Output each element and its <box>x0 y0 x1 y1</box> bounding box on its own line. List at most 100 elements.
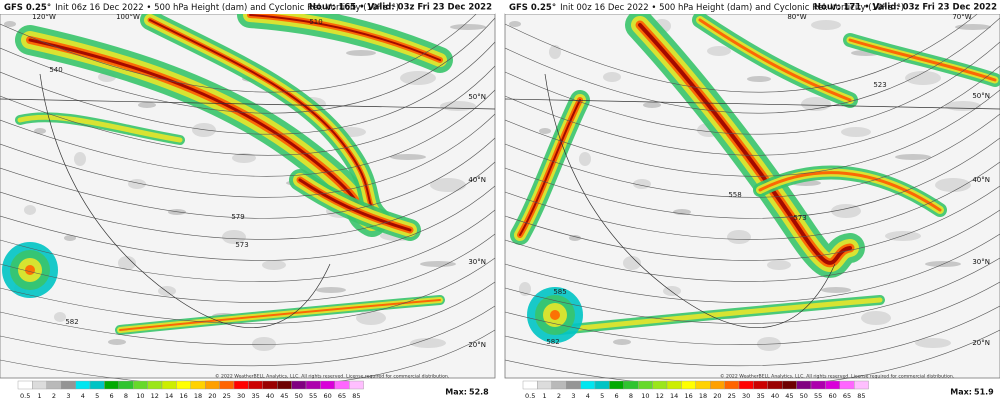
colorbar-label: 0.5 <box>525 392 535 400</box>
contour-label: 573 <box>235 241 248 249</box>
vorticity-patch <box>430 178 466 192</box>
vorticity-patch <box>24 205 36 215</box>
colorbar-label: 30 <box>237 392 245 400</box>
height-contour <box>504 137 1000 219</box>
colorbar-swatch <box>161 380 177 390</box>
colorbar-label: 35 <box>251 392 259 400</box>
colorbar-swatch <box>854 380 869 390</box>
contour-label: 573 <box>793 214 806 222</box>
vorticity-patch <box>539 128 551 134</box>
vorticity-patch <box>623 256 641 270</box>
height-contour <box>0 65 496 156</box>
coastline <box>544 73 836 328</box>
height-contour <box>504 113 1000 198</box>
vorticity-band <box>848 38 997 82</box>
vorticity-patch <box>54 312 66 322</box>
latitude-label: 50°N <box>972 92 990 100</box>
colorbar-label: 18 <box>194 392 202 400</box>
vorticity-band <box>249 14 441 61</box>
vorticity-patch <box>346 50 376 56</box>
vorticity-patch <box>420 261 456 267</box>
latitude-label: 20°N <box>972 339 990 347</box>
vorticity-patch <box>410 338 446 348</box>
colorbar-label: 16 <box>179 392 187 400</box>
height-contour <box>504 17 1000 114</box>
height-contour <box>0 17 496 114</box>
colorbar-swatch <box>219 380 235 390</box>
cyclone <box>25 265 35 275</box>
colorbar-swatch <box>522 380 538 390</box>
longitude-label: 120°W <box>32 13 56 21</box>
vorticity-patch <box>955 24 991 30</box>
colorbar-label: 3 <box>571 392 575 400</box>
vorticity-band <box>17 114 183 143</box>
vorticity-patch <box>915 338 951 348</box>
colorbar-label: 2 <box>52 392 56 400</box>
vorticity-patch <box>509 21 521 27</box>
run-description: Init 00z 16 Dec 2022 • 500 hPa Height (d… <box>560 3 904 13</box>
colorbar-swatch <box>724 380 740 390</box>
colorbar-swatch <box>796 380 812 390</box>
latitude-label: 40°N <box>972 176 990 184</box>
colorbar-label: 4 <box>586 392 590 400</box>
vorticity-band <box>638 23 852 265</box>
height-contour <box>504 257 1000 324</box>
colorbar-swatch <box>652 380 668 390</box>
vorticity-patch <box>895 154 931 160</box>
colorbar-label: 5 <box>95 392 99 400</box>
vorticity-patch <box>905 71 941 85</box>
colorbar-swatch <box>204 380 220 390</box>
header-bar <box>505 0 1000 14</box>
colorbar-label: 85 <box>352 392 360 400</box>
contour-label: 585 <box>553 288 566 296</box>
vorticity-patch <box>663 286 681 296</box>
vorticity-patch <box>450 24 486 30</box>
colorbar-swatch <box>104 380 120 390</box>
max-value: 51.9 <box>974 388 994 397</box>
colorbar-label: 3 <box>66 392 70 400</box>
colorbar-label: 25 <box>728 392 736 400</box>
vorticity-patch <box>821 287 851 293</box>
colorbar-swatch <box>32 380 48 390</box>
colorbar-label: 1 <box>38 392 42 400</box>
colorbar-swatch <box>710 380 725 390</box>
model-name: GFS 0.25° <box>509 3 556 13</box>
colorbar-swatch <box>594 380 610 390</box>
colorbar-label: 50 <box>295 392 303 400</box>
height-contour <box>504 89 1000 177</box>
colorbar-swatch <box>551 380 567 390</box>
vorticity-patch <box>118 256 136 270</box>
contour-label: 510 <box>309 18 322 26</box>
colorbar-label: 8 <box>629 392 633 400</box>
vorticity-patch <box>841 127 871 137</box>
colorbar-swatch <box>118 380 134 390</box>
colorbar-swatch <box>61 380 76 390</box>
colorbar-label: 40 <box>266 392 274 400</box>
vorticity-patch <box>74 152 86 166</box>
colorbar-swatch <box>46 380 62 390</box>
vorticity-patch <box>727 230 751 244</box>
colorbar-label: 10 <box>136 392 144 400</box>
header-title: GFS 0.25° Init 00z 16 Dec 2022 • 500 hPa … <box>509 3 904 13</box>
copyright: © 2022 WeatherBELL Analytics, LLC. All r… <box>720 373 954 380</box>
border <box>504 98 1000 110</box>
colorbar-label: 25 <box>223 392 231 400</box>
colorbar-swatch <box>810 380 826 390</box>
vorticity-patch <box>108 339 126 345</box>
height-contour <box>0 281 496 345</box>
colorbar-label: 1 <box>543 392 547 400</box>
height-contour <box>0 161 496 240</box>
colorbar-swatch <box>233 380 249 390</box>
height-contour <box>0 89 496 177</box>
cyclone <box>550 310 560 320</box>
vorticity-patch <box>643 102 661 108</box>
vorticity-patch <box>34 128 46 134</box>
height-contour <box>0 41 496 135</box>
contour-label: 523 <box>873 81 886 89</box>
colorbar-swatch <box>638 380 653 390</box>
height-contour <box>0 137 496 219</box>
contour-label: 582 <box>65 318 78 326</box>
max-label: Max: <box>950 388 972 397</box>
